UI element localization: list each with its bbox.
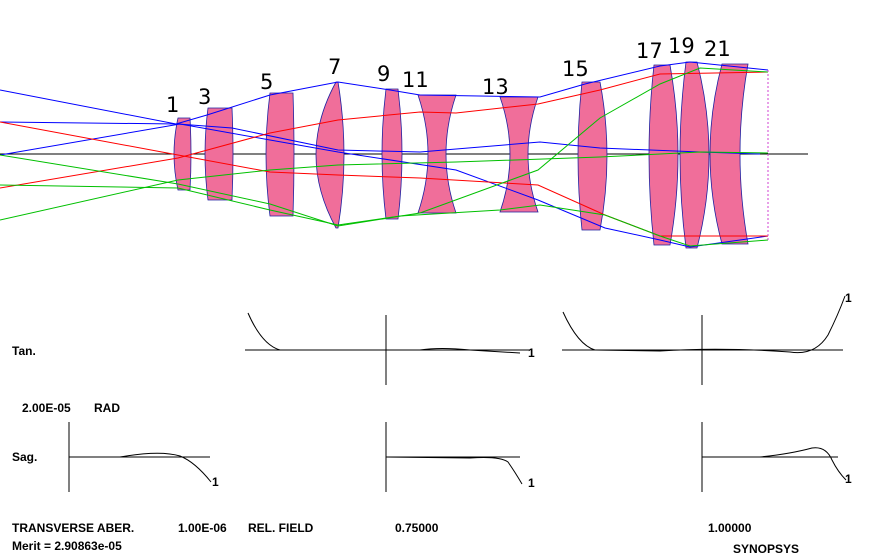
merit: Merit = 2.90863e-05 bbox=[12, 539, 122, 553]
ray bbox=[0, 151, 769, 221]
surface-label: 19 bbox=[668, 34, 695, 58]
aberration-plots bbox=[68, 295, 847, 492]
ray bbox=[0, 121, 761, 155]
field-value: 1.00000 bbox=[708, 521, 752, 535]
field-label: REL. FIELD bbox=[248, 521, 314, 535]
sag-curve bbox=[385, 456, 523, 485]
surface-label: 9 bbox=[377, 62, 390, 86]
ray bbox=[0, 71, 769, 189]
surface-label: 13 bbox=[482, 75, 509, 99]
footer-title: TRANSVERSE ABER. bbox=[12, 521, 134, 535]
scale-unit: RAD bbox=[94, 401, 120, 415]
curve-label: 1 bbox=[528, 476, 535, 490]
sag-curve bbox=[702, 447, 847, 481]
lens bbox=[709, 63, 749, 245]
lens bbox=[577, 81, 608, 231]
tan-curve bbox=[562, 295, 846, 354]
surface-label: 17 bbox=[636, 39, 663, 63]
field-value: 0.75000 bbox=[395, 521, 439, 535]
lens bbox=[648, 64, 679, 246]
surface-label: 7 bbox=[328, 55, 341, 79]
surface-label: 21 bbox=[704, 37, 731, 61]
curve-label: 1 bbox=[528, 346, 535, 360]
lens bbox=[381, 88, 403, 220]
sag-curve bbox=[69, 452, 212, 483]
lens bbox=[173, 117, 192, 191]
ray bbox=[0, 184, 769, 247]
surface-label: 3 bbox=[198, 85, 211, 109]
surface-label: 11 bbox=[402, 68, 429, 92]
lens bbox=[265, 92, 295, 217]
brand: SYNOPSYS bbox=[733, 542, 799, 556]
footer-scale: 1.00E-06 bbox=[178, 521, 227, 535]
surface-label: 15 bbox=[562, 57, 589, 81]
curve-label: 1 bbox=[845, 291, 852, 305]
tan-label: Tan. bbox=[12, 344, 36, 358]
ray bbox=[0, 67, 769, 227]
lens bbox=[204, 107, 234, 201]
curve-label: 1 bbox=[212, 475, 219, 489]
sag-label: Sag. bbox=[12, 450, 37, 464]
surface-label: 1 bbox=[166, 93, 179, 117]
tan-curve bbox=[247, 312, 521, 354]
lens bbox=[679, 61, 710, 249]
labels: Tan. Sag. 2.00E-05 RAD 1 1 1 1 1 TRANSVE… bbox=[12, 291, 852, 556]
ray bbox=[0, 61, 769, 125]
scale: 2.00E-05 bbox=[22, 401, 71, 415]
curve-label: 1 bbox=[845, 472, 852, 486]
surface-label: 5 bbox=[260, 70, 273, 94]
